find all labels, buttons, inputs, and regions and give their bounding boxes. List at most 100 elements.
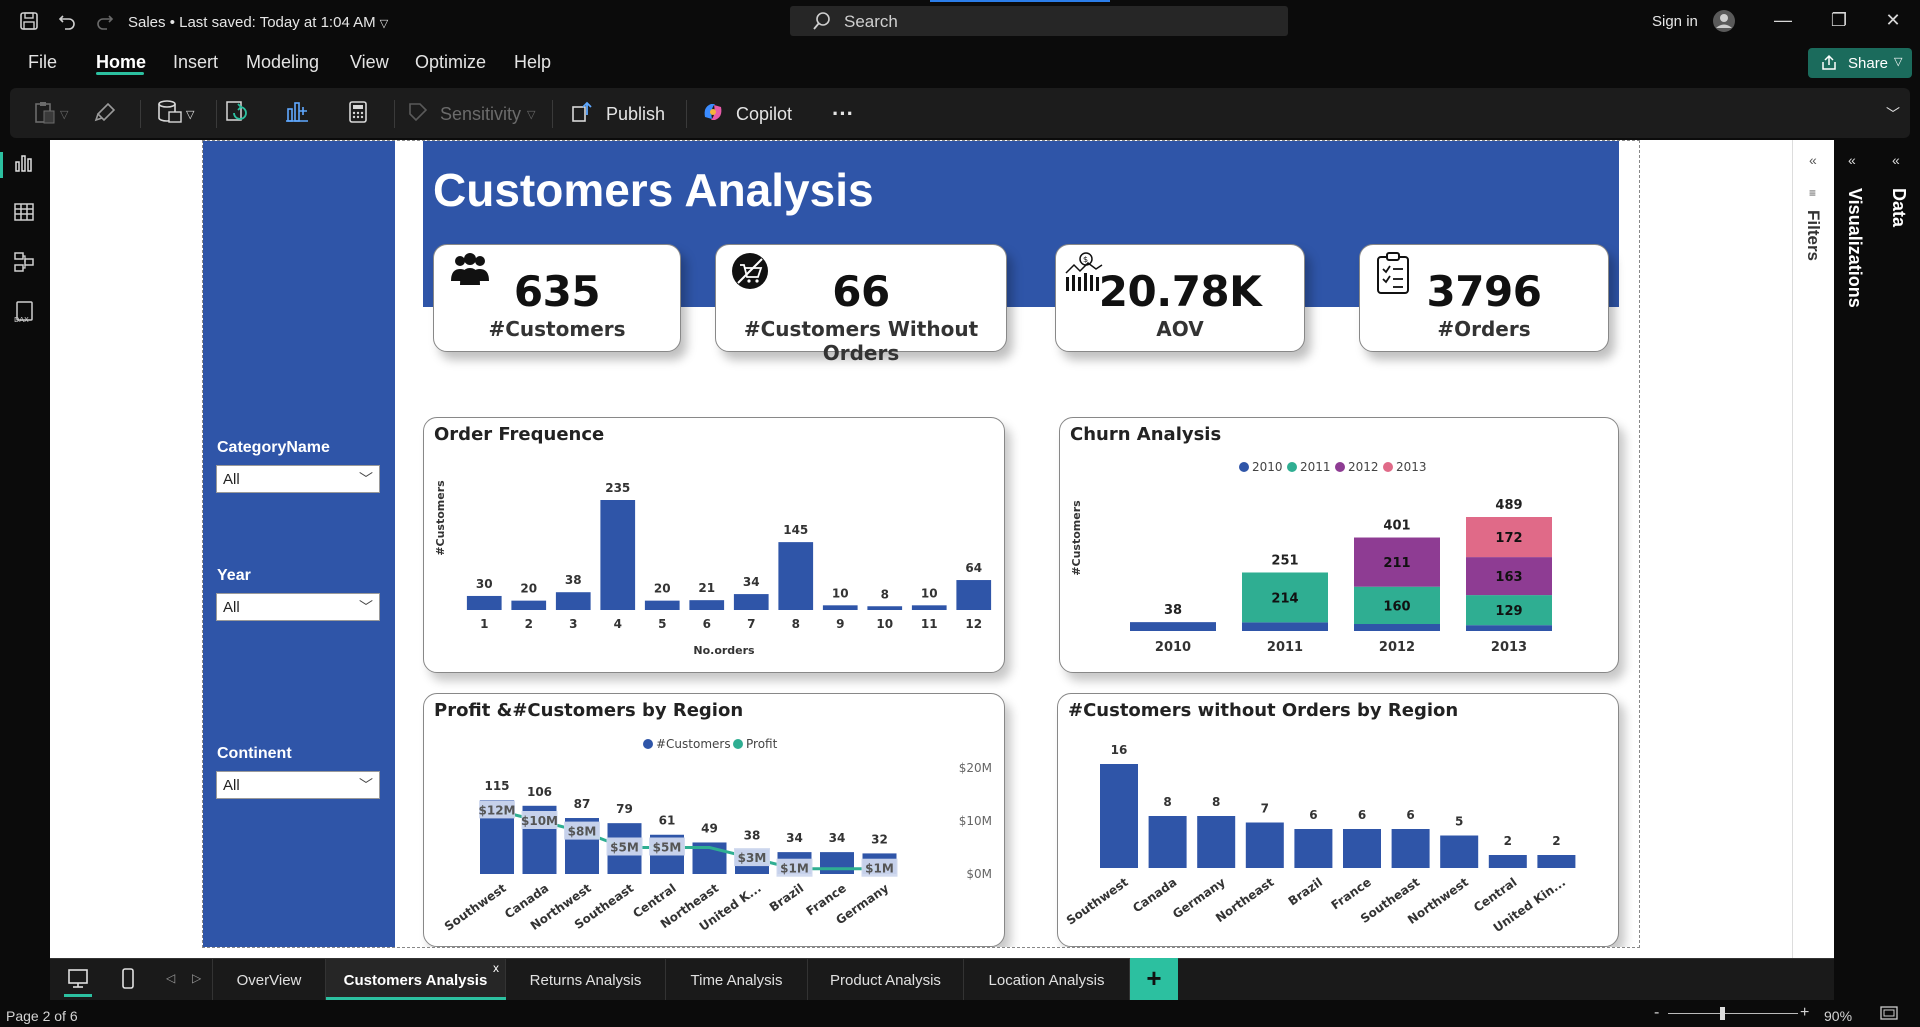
- chevron-down-icon: ▽: [60, 108, 69, 121]
- profit-customers-by-region-chart[interactable]: Profit &#Customers by Region #Customers P…: [423, 693, 1005, 947]
- copilot-button[interactable]: Copilot: [700, 100, 792, 128]
- year-slicer-dropdown[interactable]: All ﹀: [216, 593, 380, 621]
- format-painter-button[interactable]: [94, 100, 118, 128]
- save-icon[interactable]: [18, 10, 40, 32]
- filters-pane[interactable]: « ≡ Filters: [1792, 140, 1834, 958]
- bar-segment: [1466, 517, 1552, 558]
- tab-time-analysis[interactable]: Time Analysis: [666, 959, 808, 1001]
- profit-data-label: $5M: [653, 841, 682, 855]
- bar: [644, 600, 680, 610]
- undo-icon[interactable]: [56, 10, 78, 32]
- order-frequence-chart[interactable]: Order Frequence #Customers 30 1 20 2 38 3 235 4 2…: [423, 417, 1005, 673]
- share-label: Share: [1848, 55, 1889, 72]
- document-title[interactable]: Sales • Last saved: Today at 1:04 AM ▽: [128, 14, 388, 31]
- active-menu-indicator: [96, 72, 144, 75]
- ribbon-separator: [394, 100, 395, 128]
- add-page-button[interactable]: +: [1130, 958, 1178, 1000]
- close-icon[interactable]: ✕: [1885, 10, 1901, 30]
- search-placeholder: Search: [844, 12, 898, 31]
- get-data-button[interactable]: ▽: [156, 99, 194, 128]
- tab-location-analysis[interactable]: Location Analysis: [964, 959, 1130, 1001]
- restore-icon[interactable]: ❐: [1830, 10, 1848, 30]
- menu-insert[interactable]: Insert: [173, 52, 219, 72]
- new-measure-button[interactable]: [346, 100, 370, 128]
- table-view-icon[interactable]: [12, 200, 38, 226]
- report-view-icon[interactable]: [12, 150, 38, 176]
- close-tab-icon[interactable]: x: [493, 961, 499, 975]
- kpi-card-customers-without-orders[interactable]: 66 #Customers Without Orders: [715, 244, 1007, 365]
- more-options-button[interactable]: ···: [832, 101, 854, 126]
- calculator-icon: [346, 100, 370, 129]
- desktop-layout-icon[interactable]: [64, 968, 92, 997]
- model-view-icon[interactable]: [12, 250, 38, 276]
- ribbon-separator: [552, 100, 553, 128]
- data-label: 34: [743, 575, 760, 589]
- profit-label-bg: [606, 837, 643, 856]
- chart-title: Profit &#Customers by Region: [434, 700, 744, 721]
- zoom-level[interactable]: 90%: [1824, 1008, 1853, 1024]
- visualizations-pane[interactable]: « Visualizations: [1834, 140, 1878, 958]
- minimize-icon[interactable]: —: [1774, 10, 1792, 30]
- avatar-icon[interactable]: [1712, 9, 1736, 38]
- refresh-button[interactable]: [224, 100, 250, 128]
- bar-chart-plus-icon: [284, 99, 310, 130]
- zoom-in-button[interactable]: +: [1800, 1004, 1810, 1021]
- tab-returns-analysis[interactable]: Returns Analysis: [506, 959, 666, 1001]
- menu-modeling[interactable]: Modeling: [246, 52, 320, 72]
- share-button[interactable]: Share ▽: [1808, 48, 1912, 78]
- sensitivity-button[interactable]: Sensitivity ▽: [406, 100, 536, 128]
- churn-analysis-chart[interactable]: Churn Analysis #Customers 2010 2011 2012 201…: [1059, 417, 1619, 673]
- x-tick-label: 11: [921, 617, 938, 631]
- svg-text:DAX: DAX: [14, 316, 29, 324]
- data-label: 16: [1111, 743, 1128, 757]
- data-pane[interactable]: « Data: [1878, 140, 1920, 958]
- chevron-down-icon[interactable]: ﹀: [1886, 106, 1900, 122]
- menu-optimize[interactable]: Optimize: [415, 52, 487, 72]
- zoom-slider-track[interactable]: [1668, 1013, 1798, 1014]
- tab-product-analysis[interactable]: Product Analysis: [808, 959, 964, 1001]
- category-slicer-dropdown[interactable]: All ﹀: [216, 465, 380, 493]
- bar: [1100, 764, 1138, 868]
- next-page-icon[interactable]: ▷: [192, 971, 202, 985]
- title-bar: Sales • Last saved: Today at 1:04 AM ▽ S…: [0, 0, 1920, 42]
- data-pane-label: Data: [1889, 188, 1909, 228]
- new-visual-button[interactable]: [284, 100, 310, 128]
- kpi-label: #Orders: [1437, 317, 1531, 341]
- total-label: 38: [1164, 603, 1182, 618]
- x-tick-label: 10: [876, 617, 893, 631]
- publish-button[interactable]: Publish: [570, 100, 665, 128]
- menu-home[interactable]: Home: [96, 52, 147, 72]
- paste-button[interactable]: ▽: [32, 100, 68, 128]
- chevron-down-icon[interactable]: ▽: [379, 18, 389, 30]
- y2-tick-label: $10M: [959, 814, 992, 828]
- x-tick-label: 2012: [1379, 640, 1415, 655]
- tab-customers-analysis[interactable]: Customers Analysis x: [326, 959, 506, 1001]
- expand-pane-icon[interactable]: «: [1892, 152, 1900, 168]
- continent-slicer-dropdown[interactable]: All ﹀: [216, 771, 380, 799]
- menu-view[interactable]: View: [350, 52, 389, 72]
- sign-in-link[interactable]: Sign in: [1652, 13, 1698, 30]
- customers-without-orders-by-region-chart[interactable]: #Customers without Orders by Region 16 So…: [1057, 693, 1619, 947]
- refresh-icon: [224, 99, 250, 130]
- menu-file[interactable]: File: [28, 52, 58, 72]
- kpi-card-customers[interactable]: 635 #Customers: [433, 244, 681, 352]
- bar-segment: [1466, 595, 1552, 626]
- expand-pane-icon[interactable]: «: [1809, 152, 1817, 168]
- redo-icon[interactable]: [94, 10, 116, 32]
- dax-query-view-icon[interactable]: DAX: [12, 300, 38, 326]
- kpi-card-orders[interactable]: 3796 #Orders: [1359, 244, 1609, 352]
- mobile-layout-icon[interactable]: [120, 968, 136, 995]
- fit-to-page-icon[interactable]: [1880, 1006, 1898, 1023]
- previous-page-icon[interactable]: ◁: [166, 971, 176, 985]
- data-label: 20: [654, 582, 671, 596]
- zoom-slider-thumb[interactable]: [1720, 1007, 1725, 1020]
- active-tab-indicator: [326, 997, 506, 1001]
- zoom-out-button[interactable]: -: [1654, 1004, 1660, 1021]
- search-box[interactable]: Search: [790, 6, 1288, 36]
- tab-overview[interactable]: OverView: [212, 959, 326, 1001]
- expand-pane-icon[interactable]: «: [1848, 152, 1856, 168]
- segment-label: 129: [1495, 604, 1522, 619]
- menu-help[interactable]: Help: [514, 52, 552, 72]
- kpi-card-aov[interactable]: $ 20.78K AOV: [1055, 244, 1305, 352]
- tab-label: Customers Analysis: [343, 971, 488, 989]
